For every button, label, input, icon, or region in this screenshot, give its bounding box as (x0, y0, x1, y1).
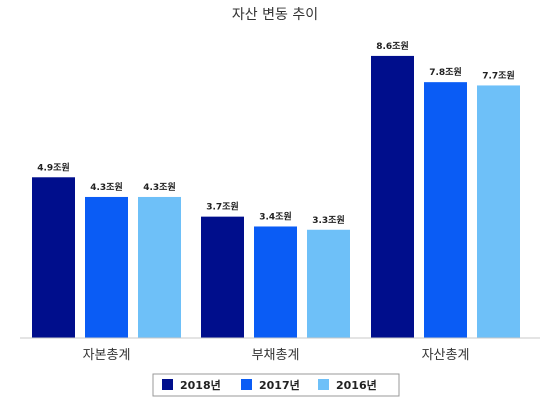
data-label: 3.3조원 (312, 214, 345, 226)
bar-1-1 (32, 177, 75, 338)
legend: 2018년 2017년 2016년 (152, 373, 400, 397)
chart-title: 자산 변동 추이 (232, 7, 318, 23)
data-label: 7.8조원 (429, 66, 462, 78)
legend-swatch (162, 379, 173, 390)
bar-3-1 (371, 55, 414, 339)
category-labels: 자본총계 부채총계 자산총계 (83, 348, 470, 363)
legend-swatch (318, 379, 329, 390)
data-label: 8.6조원 (376, 40, 409, 52)
data-label: 3.4조원 (259, 210, 292, 222)
bar-3-3 (477, 85, 520, 338)
data-label: 4.3조원 (90, 181, 123, 193)
legend-label: 2016년 (336, 378, 377, 392)
bar-2-2 (254, 226, 297, 338)
data-label: 4.9조원 (37, 161, 70, 173)
bar-2-1 (201, 216, 244, 338)
legend-box (152, 373, 400, 397)
legend-label: 2017년 (259, 378, 300, 392)
data-label: 3.7조원 (206, 201, 239, 213)
bar-3-2 (424, 82, 467, 338)
data-label: 4.3조원 (143, 181, 176, 193)
bar-1-3 (138, 196, 181, 338)
legend-swatch (241, 379, 252, 390)
category-label: 자본총계 (83, 348, 131, 363)
category-label: 자산총계 (422, 348, 470, 363)
bar-2-3 (307, 229, 350, 338)
data-label: 7.7조원 (482, 69, 515, 81)
bar-1-2 (85, 196, 128, 338)
category-label: 부채총계 (252, 348, 300, 363)
legend-label: 2018년 (180, 378, 221, 392)
bars-layer: 4.9조원 4.3조원 4.3조원 3.7조원 3.4조원 3.3조원 8.6조원 7.8조원… (32, 40, 520, 339)
